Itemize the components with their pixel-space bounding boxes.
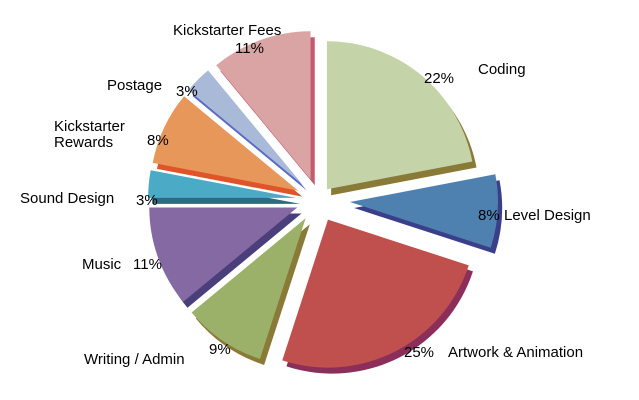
slice-percent-writing-admin: 9% [209,341,231,358]
slice-label-kickstarter-rewards: Kickstarter Rewards [54,118,125,151]
slice-percent-kickstarter-fees: 11% [235,40,264,57]
slice-percent-postage: 3% [176,83,198,100]
slice-label-kickstarter-fees: Kickstarter Fees [173,22,281,39]
slice-percent-level-design: 8% [478,207,500,224]
slice-writing-admin [191,218,306,359]
slice-percent-coding: 22% [424,70,454,87]
slice-postage [188,70,303,185]
slice-percent-kickstarter-rewards: 8% [147,132,169,149]
slice-label-level-design: Level Design [504,207,591,224]
slice-label-writing-admin: Writing / Admin [84,351,185,368]
slice-kickstarter-fees [216,31,311,180]
slice-music [149,207,298,302]
slice-sound-design [148,170,297,198]
slice-percent-sound-design: 3% [136,192,158,209]
slice-coding [326,41,473,190]
slice-artwork-animation [282,219,469,368]
slice-label-artwork-animation: Artwork & Animation [448,344,583,361]
slice-percent-artwork-animation: 25% [404,344,434,361]
slice-kickstarter-rewards [152,96,299,191]
slice-label-sound-design: Sound Design [20,190,114,207]
slice-label-music: Music [82,256,122,273]
slice-percent-music: 11% [133,256,162,273]
slice-label-coding: Coding [478,61,526,78]
slice-level-design [349,174,498,248]
slice-label-postage: Postage [107,77,162,94]
